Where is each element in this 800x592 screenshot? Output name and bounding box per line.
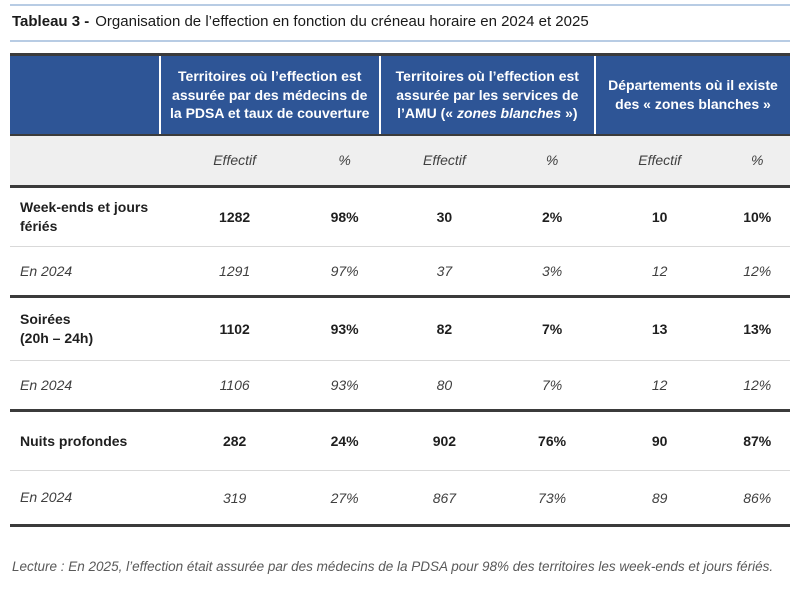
cell-value: 12%: [724, 246, 790, 298]
cell-value: 98%: [309, 186, 380, 247]
cell-value: 3%: [509, 246, 595, 298]
reading-note: Lecture : En 2025, l’effection était ass…: [12, 559, 774, 574]
subheader-effectif-pdsa: Effectif: [159, 134, 310, 188]
cell-value: 12: [594, 360, 725, 412]
subheader-percent-amu: %: [509, 134, 595, 188]
table-row-nuits: Nuits profondes 282 24% 902 76% 90 87%: [10, 410, 790, 471]
cell-value: 90: [594, 410, 725, 471]
data-table: Territoires où l’effection est assurée p…: [10, 53, 790, 527]
cell-value: 319: [159, 470, 310, 527]
table-caption: Tableau 3 - Organisation de l’effection e…: [10, 4, 790, 42]
cell-value: 82: [379, 296, 510, 361]
cell-value: 73%: [509, 470, 595, 527]
subheader-empty-cell: [10, 134, 160, 188]
row-label: En 2024: [10, 246, 160, 298]
cell-value: 93%: [309, 360, 380, 412]
cell-value: 97%: [309, 246, 380, 298]
table-row-weekends: Week-ends et jours fériés 1282 98% 30 2% …: [10, 186, 790, 247]
subheader-effectif-amu: Effectif: [379, 134, 510, 188]
document-page: Tableau 3 - Organisation de l’effection e…: [10, 4, 790, 574]
cell-value: 1106: [159, 360, 310, 412]
cell-value: 89: [594, 470, 725, 527]
cell-value: 282: [159, 410, 310, 471]
header-corner-cell: [10, 54, 160, 136]
row-label: Week-ends et jours fériés: [10, 186, 160, 247]
cell-value: 10: [594, 186, 725, 247]
header-group-zones-blanches: Départements où il existe des « zones bl…: [593, 54, 790, 136]
header-group-amu: Territoires où l’effection est assurée p…: [378, 54, 595, 136]
cell-value: 87%: [724, 410, 790, 471]
cell-value: 80: [379, 360, 510, 412]
row-label: En 2024: [10, 360, 160, 412]
row-label: Nuits profondes: [10, 410, 160, 471]
cell-value: 12: [594, 246, 725, 298]
cell-value: 12%: [724, 360, 790, 412]
header-group-pdsa: Territoires où l’effection est assurée p…: [158, 54, 380, 136]
cell-value: 30: [379, 186, 510, 247]
cell-value: 1291: [159, 246, 310, 298]
header-group-amu-text-start: Territoires où l’effection est assurée p…: [395, 68, 579, 121]
cell-value: 13: [594, 296, 725, 361]
table-caption-text: Organisation de l’effection en fonction …: [95, 13, 589, 30]
table-row-nuits-2024: En 2024 319 27% 867 73% 89 86%: [10, 470, 790, 527]
cell-value: 24%: [309, 410, 380, 471]
cell-value: 93%: [309, 296, 380, 361]
cell-value: 7%: [509, 360, 595, 412]
row-label: Soirées (20h – 24h): [10, 296, 160, 361]
cell-value: 76%: [509, 410, 595, 471]
cell-value: 2%: [509, 186, 595, 247]
cell-value: 13%: [724, 296, 790, 361]
cell-value: 1282: [159, 186, 310, 247]
cell-value: 1102: [159, 296, 310, 361]
cell-value: 37: [379, 246, 510, 298]
subheader-percent-zones: %: [724, 134, 790, 188]
cell-value: 902: [379, 410, 510, 471]
cell-value: 7%: [509, 296, 595, 361]
cell-value: 867: [379, 470, 510, 527]
table-row-soirees: Soirées (20h – 24h) 1102 93% 82 7% 13 13%: [10, 296, 790, 361]
cell-value: 10%: [724, 186, 790, 247]
table-row-soirees-2024: En 2024 1106 93% 80 7% 12 12%: [10, 360, 790, 412]
table-header-row: Territoires où l’effection est assurée p…: [10, 54, 790, 136]
subheader-percent-pdsa: %: [309, 134, 380, 188]
row-label: En 2024: [10, 470, 160, 527]
header-group-amu-text-italic: zones blanches: [456, 104, 562, 121]
table-caption-label: Tableau 3 -: [12, 13, 90, 30]
cell-value: 27%: [309, 470, 380, 527]
header-group-amu-text-end: »): [561, 104, 578, 121]
table-row-weekends-2024: En 2024 1291 97% 37 3% 12 12%: [10, 246, 790, 298]
subheader-effectif-zones: Effectif: [594, 134, 725, 188]
subheader-row: Effectif % Effectif % Effectif %: [10, 134, 790, 188]
cell-value: 86%: [724, 470, 790, 527]
